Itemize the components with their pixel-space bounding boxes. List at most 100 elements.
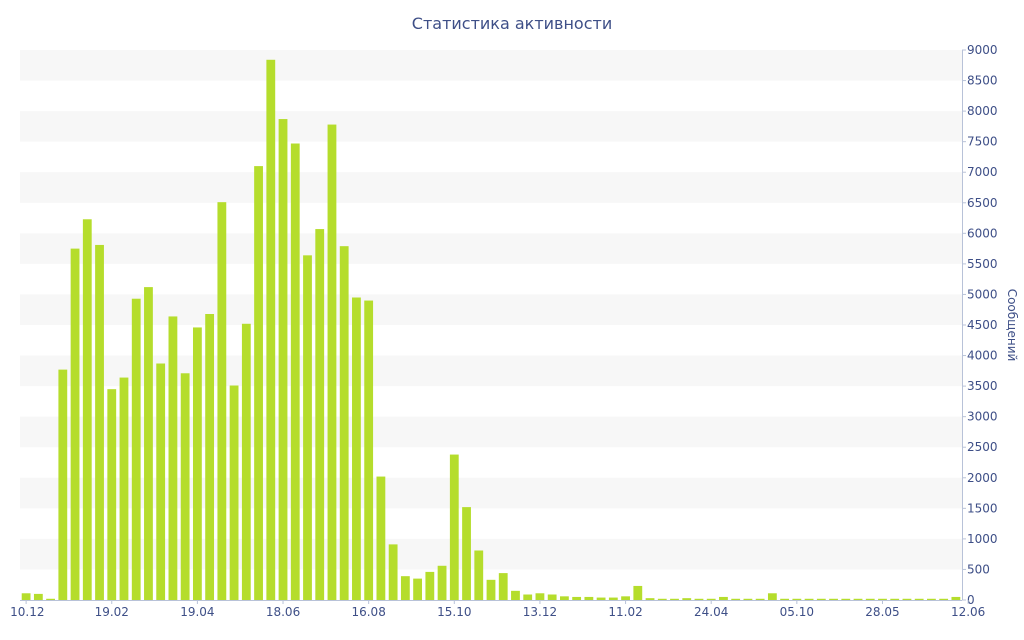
bar [425, 571, 435, 600]
bar [621, 596, 630, 600]
x-tick-label: 12.06 [951, 605, 985, 619]
bar [780, 598, 790, 600]
y-tick-label: 500 [967, 562, 990, 576]
bar [315, 229, 325, 600]
bar [474, 550, 484, 600]
bars [21, 59, 961, 601]
bar [46, 598, 55, 600]
y-tick-label: 0 [967, 593, 975, 607]
bar [927, 598, 936, 600]
y-axis-title: Сообщений [1005, 288, 1019, 362]
x-tick-label: 28.05 [865, 605, 899, 619]
bar [107, 389, 117, 600]
y-tick-label: 5000 [967, 287, 998, 301]
x-tick-label: 16.08 [351, 605, 385, 619]
bar [303, 255, 312, 600]
bar [352, 297, 361, 600]
bar [914, 598, 924, 600]
bar [70, 248, 80, 601]
bar [486, 579, 496, 600]
bar [241, 323, 251, 600]
bar [682, 598, 692, 600]
x-axis-ticks: 10.12 19.02 19.04 18.06 16.08 15.10 13.12 11.02… [10, 600, 985, 619]
bar [853, 598, 863, 600]
y-tick-label: 7500 [967, 135, 998, 149]
bar [413, 578, 422, 600]
bar [168, 316, 178, 600]
bar [205, 314, 215, 600]
bar [462, 507, 471, 600]
bar [437, 565, 447, 600]
bar [829, 598, 838, 600]
bar [743, 598, 753, 600]
bar [645, 598, 655, 600]
x-tick-label: 18.06 [266, 605, 300, 619]
bar [657, 598, 667, 600]
y-tick-label: 2500 [967, 440, 998, 454]
bar [767, 593, 777, 600]
bar [229, 385, 239, 600]
bar [523, 594, 533, 600]
bar [144, 287, 153, 600]
bar [535, 593, 545, 600]
bar [290, 143, 300, 600]
bar [119, 377, 129, 600]
y-tick-label: 1000 [967, 532, 998, 546]
bar [719, 596, 728, 600]
x-tick-label: 10.12 [10, 605, 44, 619]
bar [670, 598, 679, 600]
bar [939, 598, 949, 600]
x-tick-label: 15.10 [437, 605, 471, 619]
y-tick-label: 8000 [967, 104, 998, 118]
y-tick-label: 1500 [967, 501, 998, 515]
bar [156, 363, 166, 600]
y-tick-label: 9000 [967, 43, 998, 57]
bar [131, 298, 141, 600]
bar [731, 598, 741, 600]
bar [890, 598, 900, 600]
bar [33, 593, 43, 600]
bar [755, 598, 765, 600]
x-tick-label: 24.04 [694, 605, 728, 619]
y-axis-ticks: 0 500 1000 1500 2000 2500 3000 3500 4000 4500 5000… [962, 43, 998, 607]
bar [951, 596, 961, 600]
y-tick-label: 2000 [967, 471, 998, 485]
bar [804, 598, 814, 600]
bar [21, 593, 31, 600]
y-tick-label: 5500 [967, 257, 998, 271]
bar [388, 544, 398, 600]
bar [878, 598, 887, 600]
bar [511, 590, 520, 600]
bar [180, 373, 190, 600]
y-tick-label: 3000 [967, 410, 998, 424]
bar [841, 598, 851, 600]
y-tick-label: 6000 [967, 226, 998, 240]
bar [572, 596, 582, 600]
x-tick-label: 11.02 [608, 605, 642, 619]
x-tick-label: 19.02 [95, 605, 129, 619]
y-tick-label: 7000 [967, 165, 998, 179]
bar [217, 202, 227, 601]
bar [865, 598, 875, 600]
bar [816, 598, 826, 600]
x-tick-label: 19.04 [180, 605, 214, 619]
bar [449, 454, 459, 600]
bar [278, 119, 288, 600]
bar [584, 596, 594, 600]
bar [608, 597, 618, 600]
bar [192, 327, 202, 600]
grid-band [20, 294, 962, 325]
bar [254, 166, 263, 601]
bar [82, 219, 92, 600]
y-tick-label: 8500 [967, 74, 998, 88]
x-tick-label: 05.10 [780, 605, 814, 619]
y-tick-label: 4000 [967, 349, 998, 363]
grid-band [20, 172, 962, 203]
bar [498, 573, 508, 600]
x-tick-label: 13.12 [523, 605, 557, 619]
bar [266, 59, 276, 600]
bar [95, 244, 104, 600]
bar [339, 246, 349, 601]
